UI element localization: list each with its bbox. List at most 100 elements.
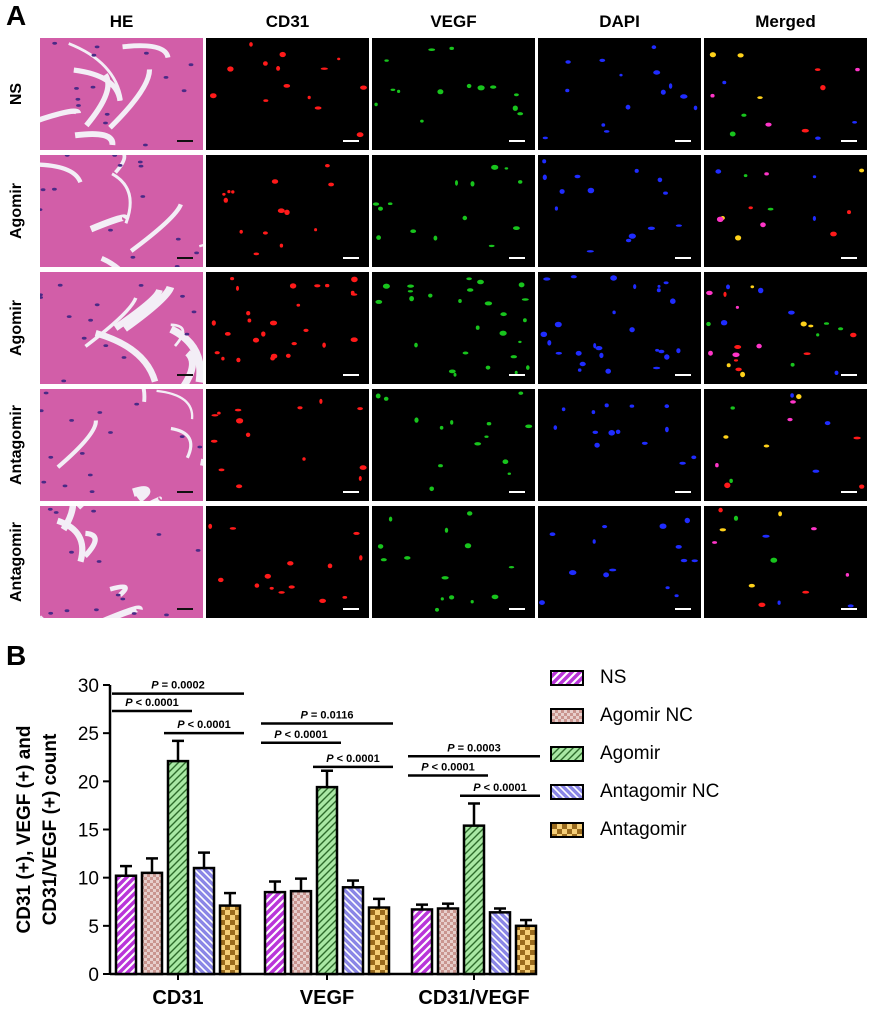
- stain-spot: [504, 167, 509, 170]
- scale-bar: [343, 257, 359, 259]
- micrograph-texture: [377, 511, 515, 612]
- stain-spot: [224, 332, 231, 336]
- stain-spot: [733, 515, 739, 521]
- stain-spot: [748, 583, 755, 588]
- stain-spot: [269, 586, 274, 590]
- stain-spot: [812, 175, 817, 179]
- stain-spot: [217, 411, 221, 415]
- he-micrograph: [40, 38, 203, 150]
- stain-spot: [390, 88, 396, 91]
- stain-spot: [359, 465, 367, 470]
- stain-spot: [296, 303, 301, 307]
- stain-spot: [663, 281, 669, 285]
- stain-spot: [525, 424, 533, 429]
- nucleus: [115, 593, 121, 597]
- y-tick-label: 15: [78, 821, 99, 842]
- stain-spot: [342, 596, 348, 599]
- fluorescence-micrograph: [372, 272, 535, 384]
- scale-bar: [177, 140, 193, 142]
- stain-spot: [757, 96, 763, 99]
- x-category-label: VEGF: [300, 987, 354, 1009]
- tissue-gap: [40, 162, 83, 184]
- panel-a-letter: A: [6, 0, 27, 31]
- stain-spot: [592, 430, 599, 434]
- fluorescence-micrograph: [538, 38, 701, 150]
- bar: [462, 824, 486, 976]
- stain-spot: [599, 352, 604, 359]
- p-value: = 0.0003: [455, 742, 501, 754]
- stain-spot: [486, 422, 492, 426]
- legend-swatch: [550, 822, 584, 838]
- scale-bar: [675, 374, 691, 376]
- nucleus: [40, 409, 44, 413]
- stain-spot: [288, 585, 295, 589]
- tissue-gap: [156, 389, 194, 420]
- nucleus: [53, 511, 59, 514]
- stain-spot: [236, 285, 239, 291]
- stain-spot: [735, 367, 742, 372]
- bar: [263, 890, 287, 976]
- micrograph-texture: [542, 159, 682, 253]
- stain-spot: [377, 544, 384, 549]
- micrograph-texture: [40, 506, 201, 618]
- p-value: = 0.0116: [308, 710, 354, 722]
- column-header: VEGF: [430, 12, 477, 31]
- bar: [367, 906, 391, 976]
- stain-spot: [706, 321, 711, 327]
- stain-spot: [750, 285, 755, 289]
- row-label: Antagomir: [8, 522, 25, 602]
- stain-spot: [554, 206, 558, 211]
- nucleus: [184, 332, 190, 336]
- stain-spot: [270, 356, 275, 361]
- stain-spot: [719, 528, 726, 532]
- stain-spot: [314, 228, 318, 232]
- stain-spot: [565, 88, 570, 93]
- scale-bar: [177, 608, 193, 610]
- column-header: Merged: [755, 12, 816, 31]
- stain-spot: [269, 320, 278, 326]
- nucleus: [108, 228, 113, 232]
- tissue-gap: [60, 506, 76, 532]
- stain-spot: [574, 174, 581, 179]
- stain-spot: [814, 68, 821, 71]
- bar: [289, 889, 313, 976]
- stain-spot: [790, 400, 796, 404]
- bar: [410, 908, 434, 976]
- stain-spot: [439, 425, 444, 430]
- stain-spot: [855, 67, 860, 72]
- stain-spot: [729, 131, 736, 137]
- stain-spot: [680, 94, 688, 99]
- stain-spot: [549, 532, 556, 536]
- legend-swatch-fill: [552, 672, 582, 684]
- micrograph-texture: [712, 507, 854, 608]
- stain-spot: [383, 396, 389, 401]
- stain-spot: [615, 429, 621, 434]
- stain-spot: [729, 478, 733, 483]
- tissue-gap: [108, 69, 153, 130]
- p-value: = 0.0002: [159, 680, 205, 692]
- stain-spot: [358, 476, 362, 481]
- stain-spot: [211, 320, 216, 326]
- nucleus: [188, 63, 194, 67]
- nucleus: [104, 112, 110, 116]
- stain-spot: [542, 136, 548, 140]
- stain-spot: [444, 527, 449, 533]
- nucleus: [103, 344, 109, 347]
- stain-spot: [208, 523, 213, 529]
- y-tick-label: 30: [78, 676, 99, 697]
- stain-spot: [756, 343, 762, 349]
- micrograph-texture: [715, 393, 865, 489]
- stain-spot: [502, 459, 509, 464]
- p-value-label: P < 0.0001: [326, 753, 380, 765]
- stain-spot: [518, 180, 523, 184]
- stain-spot: [314, 284, 321, 288]
- micrograph-texture: [40, 155, 203, 267]
- bar: [218, 904, 242, 976]
- stain-spot: [547, 340, 552, 346]
- stain-spot: [375, 393, 381, 399]
- fluorescence-micrograph: [704, 389, 867, 501]
- stain-spot: [706, 290, 713, 296]
- stain-spot: [656, 288, 661, 293]
- tissue-gap: [199, 458, 203, 466]
- scale-bar: [509, 140, 525, 142]
